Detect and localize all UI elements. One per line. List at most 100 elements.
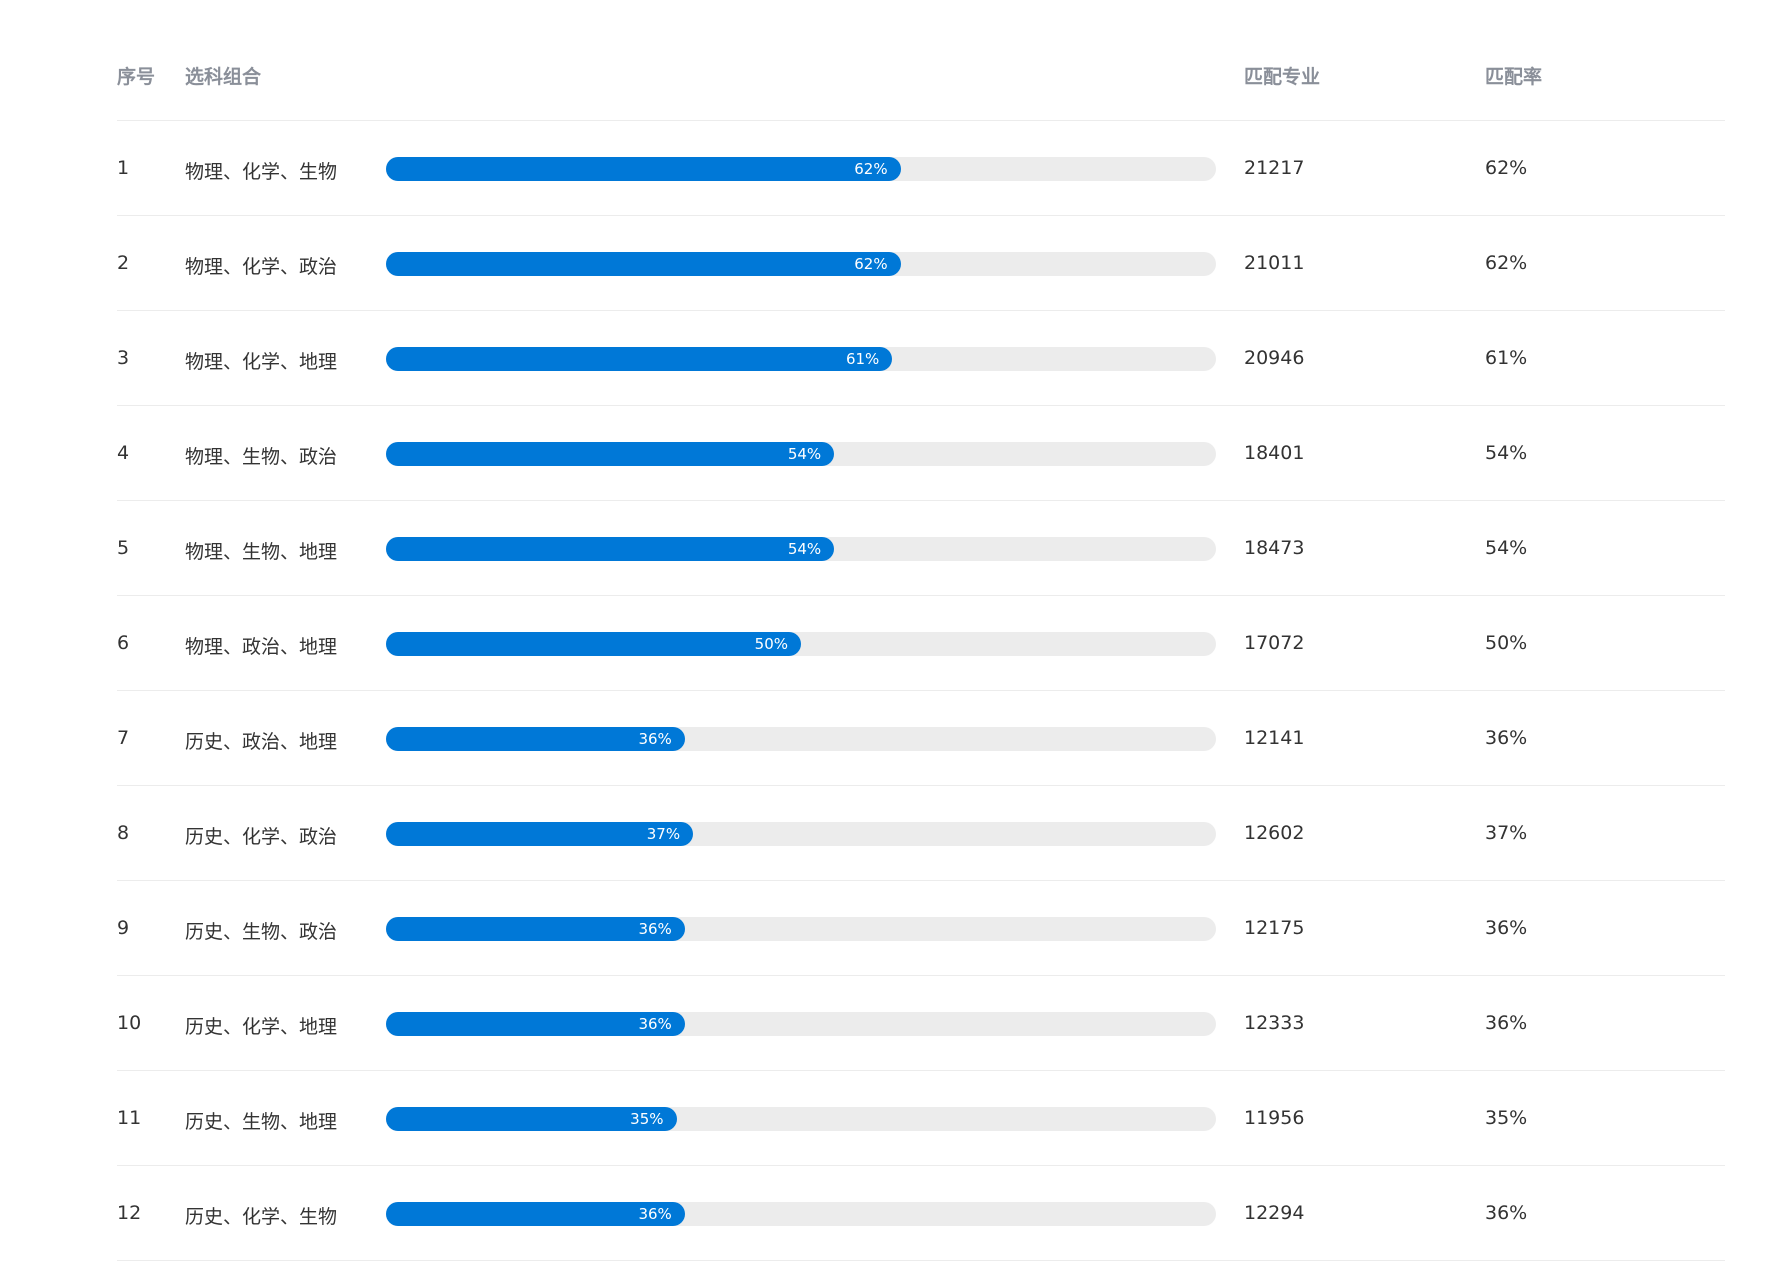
match-rate-bar-label: 36% — [638, 1205, 672, 1223]
header-match-rate: 匹配率 — [1485, 66, 1543, 88]
row-match-count: 21011 — [1244, 252, 1305, 274]
row-index: 12 — [117, 1202, 142, 1224]
table-row[interactable]: 1 物理、化学、生物 62% 21217 62% — [117, 121, 1725, 216]
row-match-rate: 37% — [1485, 822, 1528, 844]
row-index: 5 — [117, 537, 130, 559]
row-index: 6 — [117, 632, 130, 654]
table-row[interactable]: 4 物理、生物、政治 54% 18401 54% — [117, 406, 1725, 501]
match-rate-bar-track: 62% — [386, 157, 1216, 181]
table-row[interactable]: 9 历史、生物、政治 36% 12175 36% — [117, 881, 1725, 976]
match-rate-bar-fill: 36% — [386, 1012, 685, 1036]
table-row[interactable]: 2 物理、化学、政治 62% 21011 62% — [117, 216, 1725, 311]
row-match-count: 11956 — [1244, 1107, 1305, 1129]
header-combination: 选科组合 — [185, 66, 262, 88]
table-row[interactable]: 5 物理、生物、地理 54% 18473 54% — [117, 501, 1725, 596]
row-combination: 历史、化学、生物 — [185, 1206, 338, 1228]
match-rate-bar-fill: 62% — [386, 157, 901, 181]
table-row[interactable]: 6 物理、政治、地理 50% 17072 50% — [117, 596, 1725, 691]
row-match-rate: 36% — [1485, 1012, 1528, 1034]
row-index: 11 — [117, 1107, 142, 1129]
row-match-rate: 62% — [1485, 157, 1528, 179]
row-match-rate: 35% — [1485, 1107, 1528, 1129]
row-combination: 历史、化学、地理 — [185, 1016, 338, 1038]
row-combination: 历史、化学、政治 — [185, 826, 338, 848]
match-rate-bar-label: 50% — [754, 635, 788, 653]
table-row[interactable]: 12 历史、化学、生物 36% 12294 36% — [117, 1166, 1725, 1261]
match-rate-bar-label: 61% — [845, 350, 880, 368]
row-match-count: 18401 — [1244, 442, 1305, 464]
row-match-rate: 61% — [1485, 347, 1528, 369]
match-rate-bar-label: 54% — [787, 540, 822, 558]
row-match-count: 12175 — [1244, 917, 1305, 939]
match-rate-bar-label: 37% — [646, 825, 681, 843]
match-rate-bar-fill: 50% — [386, 632, 801, 656]
match-rate-bar-track: 36% — [386, 1012, 1216, 1036]
header-match-count: 匹配专业 — [1244, 66, 1321, 88]
match-rate-bar-label: 36% — [638, 1015, 672, 1033]
row-index: 1 — [117, 157, 130, 179]
match-rate-bar-label: 62% — [854, 255, 888, 273]
match-rate-bar-track: 36% — [386, 1202, 1216, 1226]
row-match-rate: 36% — [1485, 727, 1528, 749]
match-rate-bar-fill: 36% — [386, 917, 685, 941]
row-combination: 物理、生物、政治 — [185, 446, 338, 468]
match-rate-bar-fill: 37% — [386, 822, 694, 846]
header-index: 序号 — [117, 66, 156, 88]
row-index: 3 — [117, 347, 130, 369]
table-row[interactable]: 3 物理、化学、地理 61% 20946 61% — [117, 311, 1725, 406]
row-match-rate: 54% — [1485, 537, 1528, 559]
match-rate-bar-track: 37% — [386, 822, 1216, 846]
match-rate-bar-track: 36% — [386, 917, 1216, 941]
match-rate-bar-fill: 36% — [386, 1202, 685, 1226]
row-index: 2 — [117, 252, 130, 274]
match-rate-bar-track: 54% — [386, 442, 1216, 466]
row-match-rate: 36% — [1485, 917, 1528, 939]
row-combination: 物理、生物、地理 — [185, 541, 338, 563]
row-index: 10 — [117, 1012, 142, 1034]
row-index: 9 — [117, 917, 130, 939]
subject-match-table: 序号 选科组合 匹配专业 匹配率 1 物理、化学、生物 62% 21217 62% 2 物理… — [117, 0, 1725, 1261]
match-rate-bar-track: 35% — [386, 1107, 1216, 1131]
match-rate-bar-track: 61% — [386, 347, 1216, 371]
match-rate-bar-fill: 36% — [386, 727, 685, 751]
row-match-count: 12294 — [1244, 1202, 1305, 1224]
match-rate-bar-label: 36% — [638, 920, 672, 938]
match-rate-bar-label: 62% — [854, 160, 888, 178]
table-row[interactable]: 10 历史、化学、地理 36% 12333 36% — [117, 976, 1725, 1071]
row-match-count: 12141 — [1244, 727, 1305, 749]
row-combination: 物理、化学、政治 — [185, 256, 338, 278]
match-rate-bar-label: 35% — [630, 1110, 664, 1128]
row-match-count: 21217 — [1244, 157, 1305, 179]
table-row[interactable]: 11 历史、生物、地理 35% 11956 35% — [117, 1071, 1725, 1166]
table-body: 1 物理、化学、生物 62% 21217 62% 2 物理、化学、政治 62% 21011 62%… — [117, 121, 1725, 1261]
row-combination: 物理、化学、地理 — [185, 351, 338, 373]
row-match-count: 17072 — [1244, 632, 1305, 654]
match-rate-bar-fill: 54% — [386, 442, 835, 466]
match-rate-bar-fill: 35% — [386, 1107, 677, 1131]
table-row[interactable]: 7 历史、政治、地理 36% 12141 36% — [117, 691, 1725, 786]
row-index: 7 — [117, 727, 130, 749]
row-match-rate: 50% — [1485, 632, 1528, 654]
row-combination: 物理、政治、地理 — [185, 636, 338, 658]
row-match-rate: 54% — [1485, 442, 1528, 464]
row-index: 8 — [117, 822, 130, 844]
row-combination: 物理、化学、生物 — [185, 161, 338, 183]
match-rate-bar-label: 36% — [638, 730, 672, 748]
row-index: 4 — [117, 442, 130, 464]
match-rate-bar-track: 54% — [386, 537, 1216, 561]
row-match-count: 12333 — [1244, 1012, 1305, 1034]
row-match-count: 12602 — [1244, 822, 1305, 844]
match-rate-bar-track: 62% — [386, 252, 1216, 276]
table-header: 序号 选科组合 匹配专业 匹配率 — [117, 0, 1725, 121]
match-rate-bar-fill: 61% — [386, 347, 893, 371]
row-combination: 历史、生物、政治 — [185, 921, 338, 943]
match-rate-bar-track: 36% — [386, 727, 1216, 751]
match-rate-bar-fill: 54% — [386, 537, 835, 561]
row-combination: 历史、生物、地理 — [185, 1111, 338, 1133]
table-row[interactable]: 8 历史、化学、政治 37% 12602 37% — [117, 786, 1725, 881]
row-match-count: 18473 — [1244, 537, 1305, 559]
row-match-rate: 36% — [1485, 1202, 1528, 1224]
row-combination: 历史、政治、地理 — [185, 731, 338, 753]
match-rate-bar-track: 50% — [386, 632, 1216, 656]
row-match-count: 20946 — [1244, 347, 1305, 369]
